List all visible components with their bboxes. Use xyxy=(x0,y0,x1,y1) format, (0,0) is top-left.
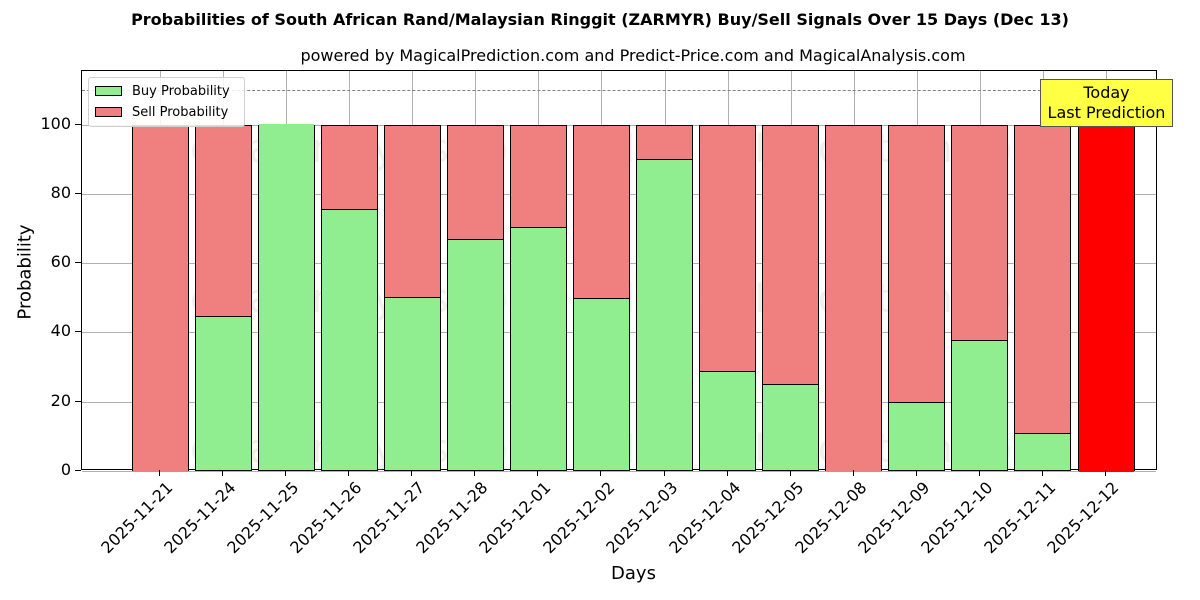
reference-line xyxy=(82,90,1156,92)
x-tick-mark xyxy=(1041,470,1043,476)
bar-2025-11-25 xyxy=(257,123,315,471)
buy-segment xyxy=(510,227,566,470)
x-tick-mark xyxy=(474,470,476,476)
buy-segment xyxy=(700,370,756,470)
x-tick-mark xyxy=(789,470,791,476)
y-tick-label: 80 xyxy=(50,182,71,202)
sell-segment xyxy=(637,125,693,162)
y-tick-mark xyxy=(75,400,81,402)
bar-2025-12-03 xyxy=(636,124,694,471)
y-tick-mark xyxy=(75,331,81,333)
gridline-horizontal xyxy=(82,471,1156,472)
legend: Buy Probability Sell Probability xyxy=(88,77,245,127)
sell-segment xyxy=(321,125,377,211)
sell-segment xyxy=(1015,125,1071,435)
x-tick-mark xyxy=(285,470,287,476)
sell-segment xyxy=(952,125,1008,343)
y-tick-label: 40 xyxy=(50,321,71,341)
sell-segment xyxy=(763,125,819,387)
annotation-line-1: Today xyxy=(1083,83,1130,102)
bar-2025-12-05 xyxy=(762,124,820,471)
y-axis-title: Probability xyxy=(14,224,36,320)
sell-segment xyxy=(826,125,882,472)
sell-segment xyxy=(447,125,503,242)
chart-subtitle: powered by MagicalPrediction.com and Pre… xyxy=(300,46,966,65)
bar-2025-12-12 xyxy=(1077,124,1135,472)
x-tick-mark xyxy=(663,470,665,476)
x-tick-mark xyxy=(600,470,602,476)
x-tick-mark xyxy=(222,470,224,476)
x-tick-mark xyxy=(852,470,854,476)
sell-segment xyxy=(1078,125,1134,472)
buy-segment xyxy=(195,315,251,470)
y-tick-label: 100 xyxy=(40,113,71,133)
today-annotation: Today Last Prediction xyxy=(1040,79,1173,127)
x-tick-mark xyxy=(348,470,350,476)
buy-swatch-icon xyxy=(95,86,122,96)
legend-sell-label: Sell Probability xyxy=(132,104,229,120)
x-tick-mark xyxy=(915,470,917,476)
sell-segment xyxy=(132,125,188,472)
buy-segment xyxy=(637,159,693,470)
sell-swatch-icon xyxy=(95,107,122,117)
buy-segment xyxy=(258,123,314,470)
y-tick-mark xyxy=(75,470,81,471)
sell-segment xyxy=(195,125,251,318)
buy-segment xyxy=(763,384,819,470)
buy-segment xyxy=(447,239,503,470)
chart-title: Probabilities of South African Rand/Mala… xyxy=(131,10,1069,29)
x-tick-mark xyxy=(978,470,980,476)
legend-item-buy: Buy Probability xyxy=(95,83,230,99)
legend-buy-label: Buy Probability xyxy=(132,83,230,99)
y-tick-mark xyxy=(75,192,81,194)
bar-2025-12-10 xyxy=(951,124,1009,471)
bar-2025-11-24 xyxy=(194,124,252,471)
x-tick-mark xyxy=(159,470,160,476)
x-tick-mark xyxy=(411,470,413,476)
bar-2025-11-21 xyxy=(131,124,189,472)
buy-segment xyxy=(321,208,377,470)
bar-2025-11-27 xyxy=(383,124,441,471)
sell-segment xyxy=(510,125,566,230)
legend-item-sell: Sell Probability xyxy=(95,104,228,120)
buy-segment xyxy=(1015,432,1071,470)
y-tick-label: 0 xyxy=(60,460,71,479)
sell-segment xyxy=(889,125,945,404)
sell-segment xyxy=(573,125,629,301)
annotation-line-2: Last Prediction xyxy=(1047,103,1166,122)
buy-segment xyxy=(384,297,440,470)
buy-segment xyxy=(952,340,1008,470)
bar-2025-11-26 xyxy=(320,124,378,471)
sell-segment xyxy=(700,125,756,373)
bar-2025-12-01 xyxy=(509,124,567,471)
plot-area: MagicalAnalysis.comMagicalPrediction.com… xyxy=(81,70,1157,472)
x-tick-mark xyxy=(1105,470,1107,476)
y-tick-mark xyxy=(75,262,81,264)
bar-2025-12-04 xyxy=(699,124,757,471)
x-tick-mark xyxy=(537,470,539,476)
y-tick-label: 20 xyxy=(50,390,71,410)
bar-2025-12-08 xyxy=(825,124,883,472)
bar-2025-12-11 xyxy=(1014,124,1072,471)
bar-2025-12-02 xyxy=(572,124,630,471)
y-tick-label: 60 xyxy=(50,252,71,272)
x-tick-mark xyxy=(726,470,728,476)
buy-segment xyxy=(889,401,945,470)
bar-2025-11-28 xyxy=(446,124,504,471)
x-axis-title: Days xyxy=(611,563,656,584)
sell-segment xyxy=(384,125,440,300)
buy-segment xyxy=(573,298,629,470)
y-tick-mark xyxy=(75,123,81,125)
bar-2025-12-09 xyxy=(888,124,946,471)
